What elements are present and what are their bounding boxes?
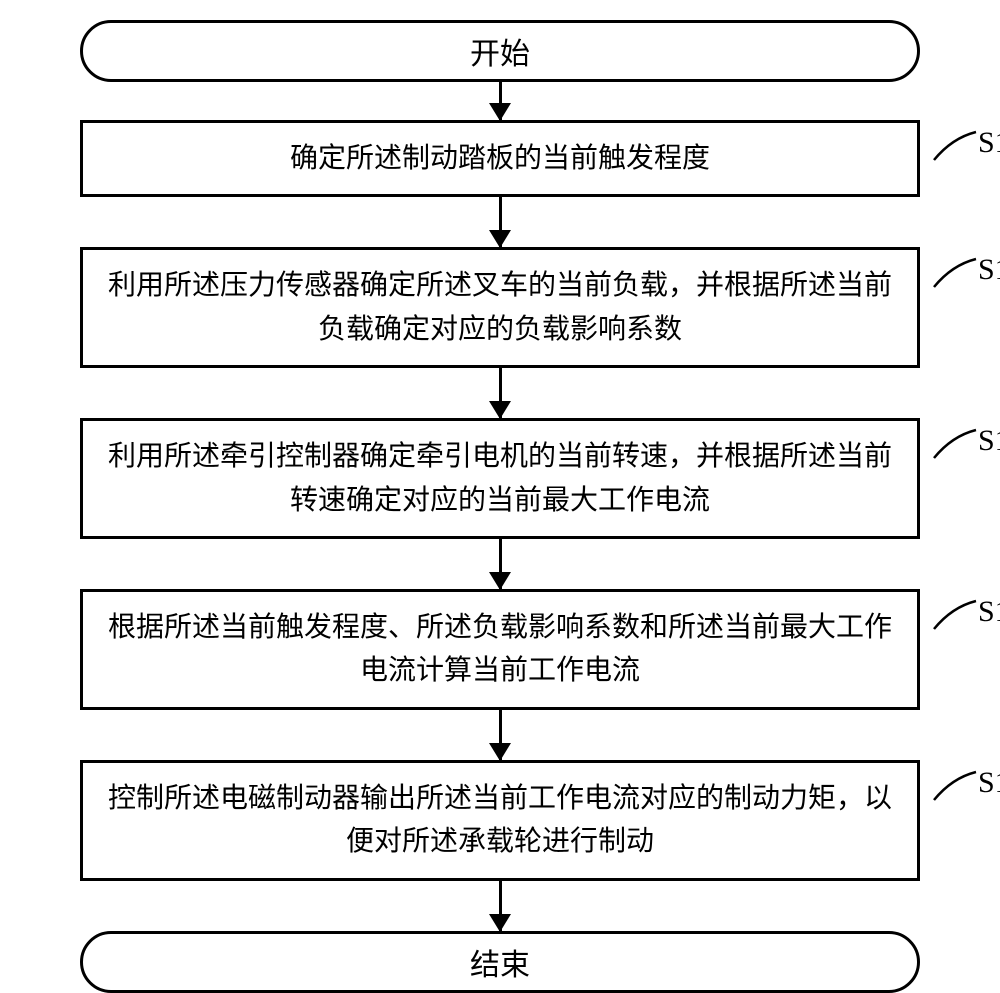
arrow xyxy=(499,539,502,589)
flowchart-container: 开始 确定所述制动踏板的当前触发程度 S101 利用所述压力传感器确定所述叉车的… xyxy=(20,20,980,993)
step-wrap-s104: 根据所述当前触发程度、所述负载影响系数和所述当前最大工作电流计算当前工作电流 S… xyxy=(80,589,920,710)
process-step-s101: 确定所述制动踏板的当前触发程度 xyxy=(80,120,920,197)
step-text: 利用所述压力传感器确定所述叉车的当前负载，并根据所述当前负载确定对应的负载影响系… xyxy=(103,264,897,351)
step-wrap-s101: 确定所述制动踏板的当前触发程度 S101 xyxy=(80,120,920,197)
connector-curve xyxy=(932,257,978,291)
step-label-s105: S105 xyxy=(932,766,1000,804)
step-id: S104 xyxy=(978,595,1000,629)
step-label-s103: S103 xyxy=(932,424,1000,462)
end-terminator: 结束 xyxy=(80,931,920,993)
connector-curve xyxy=(932,130,978,164)
process-step-s104: 根据所述当前触发程度、所述负载影响系数和所述当前最大工作电流计算当前工作电流 xyxy=(80,589,920,710)
start-label: 开始 xyxy=(470,38,530,71)
start-terminator: 开始 xyxy=(80,20,920,82)
arrow xyxy=(499,368,502,418)
step-id: S101 xyxy=(978,126,1000,160)
step-label-s104: S104 xyxy=(932,595,1000,633)
step-id: S102 xyxy=(978,253,1000,287)
step-text: 利用所述牵引控制器确定牵引电机的当前转速，并根据所述当前转速确定对应的当前最大工… xyxy=(103,435,897,522)
process-step-s103: 利用所述牵引控制器确定牵引电机的当前转速，并根据所述当前转速确定对应的当前最大工… xyxy=(80,418,920,539)
step-id: S105 xyxy=(978,766,1000,800)
arrow xyxy=(499,197,502,247)
step-wrap-s105: 控制所述电磁制动器输出所述当前工作电流对应的制动力矩，以便对所述承载轮进行制动 … xyxy=(80,760,920,881)
arrow xyxy=(499,82,502,120)
step-text: 确定所述制动踏板的当前触发程度 xyxy=(103,137,897,180)
step-text: 根据所述当前触发程度、所述负载影响系数和所述当前最大工作电流计算当前工作电流 xyxy=(103,606,897,693)
step-wrap-s102: 利用所述压力传感器确定所述叉车的当前负载，并根据所述当前负载确定对应的负载影响系… xyxy=(80,247,920,368)
step-label-s102: S102 xyxy=(932,253,1000,291)
connector-curve xyxy=(932,770,978,804)
step-wrap-s103: 利用所述牵引控制器确定牵引电机的当前转速，并根据所述当前转速确定对应的当前最大工… xyxy=(80,418,920,539)
process-step-s105: 控制所述电磁制动器输出所述当前工作电流对应的制动力矩，以便对所述承载轮进行制动 xyxy=(80,760,920,881)
connector-curve xyxy=(932,599,978,633)
step-text: 控制所述电磁制动器输出所述当前工作电流对应的制动力矩，以便对所述承载轮进行制动 xyxy=(103,777,897,864)
process-step-s102: 利用所述压力传感器确定所述叉车的当前负载，并根据所述当前负载确定对应的负载影响系… xyxy=(80,247,920,368)
step-id: S103 xyxy=(978,424,1000,458)
arrow xyxy=(499,710,502,760)
end-label: 结束 xyxy=(470,949,530,982)
arrow xyxy=(499,881,502,931)
connector-curve xyxy=(932,428,978,462)
step-label-s101: S101 xyxy=(932,126,1000,164)
